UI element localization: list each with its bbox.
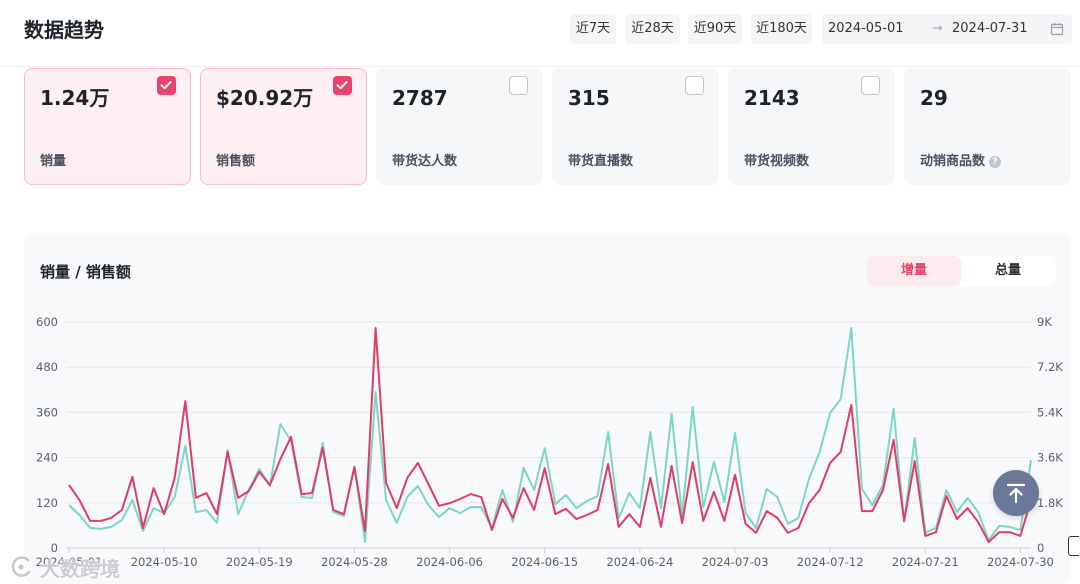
metric-value: $20.92万 [216,86,314,110]
date-end-input[interactable]: 2024-07-31 [952,21,1028,36]
metric-label: 销量 [40,154,67,169]
range-28d-button[interactable]: 近28天 [625,14,680,44]
brand-logo-icon [11,556,31,577]
metric-card-videos[interactable]: 2143 带货视频数 [728,68,895,185]
metric-label: 带货达人数 [392,154,458,169]
date-start-input[interactable]: 2024-05-01 [828,21,904,36]
metric-label: 动销商品数 [920,154,986,169]
toggle-incremental[interactable]: 增量 [867,256,961,286]
question-circle-icon[interactable]: ? [989,156,1002,168]
checkbox-icon[interactable] [685,76,704,95]
metric-card-influencers[interactable]: 2787 带货达人数 [376,68,543,185]
metric-card-sales-volume[interactable]: 1.24万 销量 [24,68,191,185]
range-90d-button[interactable]: 近90天 [688,14,742,44]
chart-mode-toggle: 增量 总量 [867,256,1056,286]
checkbox-icon[interactable] [861,76,880,95]
metric-card-sales-amount[interactable]: $20.92万 销售额 [200,68,367,185]
toggle-cumulative[interactable]: 总量 [994,263,1021,278]
chart-title: 销量 / 销售额 [40,263,131,281]
checkbox-icon[interactable] [509,76,528,95]
date-range-picker[interactable]: 2024-05-01 → 2024-07-31 [822,14,1072,44]
metric-label: 销售额 [216,154,256,169]
metric-value: 1.24万 [40,86,110,110]
metric-label-row: 动销商品数? [920,152,1002,172]
metric-label: 带货直播数 [568,154,634,169]
calendar-icon[interactable] [1050,22,1064,36]
range-7d-button[interactable]: 近7天 [570,14,616,44]
metric-value: 2787 [392,86,448,110]
page-title: 数据趋势 [24,18,104,42]
metric-value: 29 [920,86,948,110]
watermark: 大数跨境 [8,553,120,581]
metric-value: 315 [568,86,610,110]
metric-value: 2143 [744,86,800,110]
metric-label: 带货视频数 [744,154,810,169]
checkbox-icon[interactable] [157,76,176,95]
back-to-top-icon [1006,483,1026,504]
back-to-top-button[interactable] [993,470,1039,516]
metric-card-active-products[interactable]: 29 动销商品数? [904,68,1071,185]
range-180d-button[interactable]: 近180天 [751,14,812,44]
checkbox-icon[interactable] [333,76,352,95]
arrow-right-icon: → [932,21,943,36]
header-divider [0,66,1080,67]
watermark-text: 大数跨境 [40,556,120,581]
metric-card-live-streams[interactable]: 315 带货直播数 [552,68,719,185]
document-icon[interactable] [1068,536,1079,556]
